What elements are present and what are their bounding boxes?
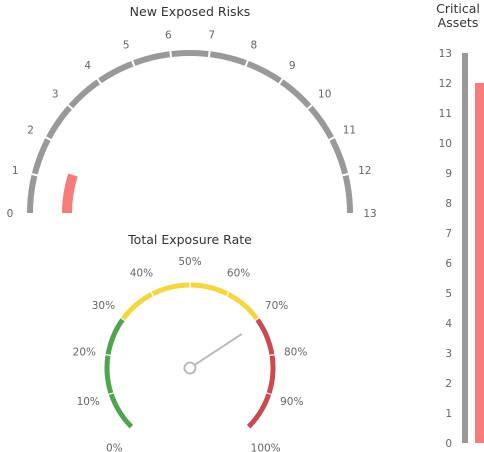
exposure-gauge-tick-label: 100% xyxy=(251,443,281,452)
exposure-gauge-tick-label: 20% xyxy=(73,346,96,358)
risk-gauge-tick-label: 0 xyxy=(7,208,14,220)
risk-gauge-tick-label: 13 xyxy=(363,208,376,220)
exposure-gauge-tick-gap xyxy=(107,391,116,396)
risk-gauge-tick-gap xyxy=(65,102,75,111)
exposure-gauge-tick-gap xyxy=(264,391,273,396)
risk-gauge-tick-label: 10 xyxy=(318,89,331,101)
exposure-gauge-tick-label: 50% xyxy=(178,256,201,268)
risk-gauge-track xyxy=(27,50,353,214)
risk-gauge-tick-gap xyxy=(130,58,136,69)
exposure-gauge-band xyxy=(120,282,260,321)
exposure-gauge-tick-gap xyxy=(225,290,231,298)
critical-assets-title: Critical Assets xyxy=(428,2,484,30)
risk-gauge-tick-gap xyxy=(305,102,315,111)
risk-gauge-tick-label: 8 xyxy=(250,40,257,52)
critical-assets-title-line-1: Critical xyxy=(436,1,480,16)
exposure-gauge-tick-gap xyxy=(253,316,261,323)
critical-assets-title-line-2: Assets xyxy=(437,15,479,30)
assets-axis-tick-label: 6 xyxy=(445,258,452,270)
exposure-gauge-tick-label: 30% xyxy=(92,300,115,312)
assets-axis-tick-label: 8 xyxy=(445,198,452,210)
exposure-gauge-tick-label: 70% xyxy=(265,300,288,312)
risk-gauge-tick-label: 2 xyxy=(27,124,34,136)
exposure-gauge-tick-label: 0% xyxy=(106,443,123,452)
risk-gauge-tick-gap xyxy=(43,135,54,142)
risk-gauge-tick-label: 7 xyxy=(208,29,215,41)
risk-gauge-tick-gap xyxy=(326,135,337,142)
exposure-gauge-tick-label: 40% xyxy=(130,268,153,280)
risk-gauge-tick-gap xyxy=(244,58,250,69)
risk-gauge-tick-label: 6 xyxy=(165,29,172,41)
total-exposure-rate-gauge: 0% 10% 20% 30% 40% 50% 60% 70% 80% 90% 100% xyxy=(73,256,308,452)
assets-axis-tick-label: 12 xyxy=(439,78,452,90)
exposure-gauge-tick-gap xyxy=(149,290,155,298)
risk-gauge-tick-label: 12 xyxy=(358,165,371,177)
assets-axis-tick-label: 13 xyxy=(439,48,452,60)
assets-axis-tick-label: 2 xyxy=(445,378,452,390)
exposure-gauge-tick-label: 90% xyxy=(280,396,303,408)
assets-axis-tick-label: 5 xyxy=(445,288,452,300)
exposure-gauge-tick-gap xyxy=(103,353,113,357)
exposure-gauge-band xyxy=(104,317,134,429)
risk-gauge-tick-label: 5 xyxy=(123,40,130,52)
assets-axis-track xyxy=(462,53,468,443)
total-exposure-rate-title: Total Exposure Rate xyxy=(128,232,252,247)
risk-gauge-tick-gap xyxy=(207,49,211,60)
assets-axis-tick-label: 1 xyxy=(445,408,452,420)
exposure-gauge-needle xyxy=(194,333,243,366)
risk-gauge-tick-label: 11 xyxy=(343,124,356,136)
assets-axis-tick-label: 0 xyxy=(445,438,452,450)
risk-gauge-tick-label: 1 xyxy=(12,165,19,177)
exposure-gauge-tick-gap xyxy=(119,316,127,323)
exposure-gauge-tick-label: 60% xyxy=(227,268,250,280)
exposure-gauge-tick-label: 80% xyxy=(284,346,307,358)
assets-axis-tick-label: 9 xyxy=(445,168,452,180)
new-exposed-risks-title: New Exposed Risks xyxy=(129,4,251,19)
assets-bar-value xyxy=(475,83,484,443)
risk-gauge-tick-gap xyxy=(29,172,40,177)
risk-gauge-tick-label: 9 xyxy=(289,60,296,72)
exposure-gauge-tick-gap xyxy=(267,353,277,357)
assets-axis-tick-label: 3 xyxy=(445,348,452,360)
exposure-gauge-needle-hub xyxy=(183,361,197,375)
assets-axis-tick-label: 11 xyxy=(439,108,452,120)
risk-gauge-tick-gap xyxy=(95,76,103,87)
assets-axis-tick-label: 4 xyxy=(445,318,452,330)
risk-gauge-tick-label: 3 xyxy=(52,89,59,101)
assets-axis-tick-label: 7 xyxy=(445,228,452,240)
exposure-gauge-tick-label: 10% xyxy=(77,396,100,408)
risk-gauge-tick-gap xyxy=(277,76,285,87)
risk-gauge-tick-gap xyxy=(340,172,351,177)
exposure-gauge-band xyxy=(246,317,276,429)
risk-gauge-tick-gap xyxy=(169,49,173,60)
assets-axis-tick-label: 10 xyxy=(439,138,452,150)
risk-gauge-tick-label: 4 xyxy=(84,60,91,72)
risk-gauge-value-arc xyxy=(62,173,78,214)
